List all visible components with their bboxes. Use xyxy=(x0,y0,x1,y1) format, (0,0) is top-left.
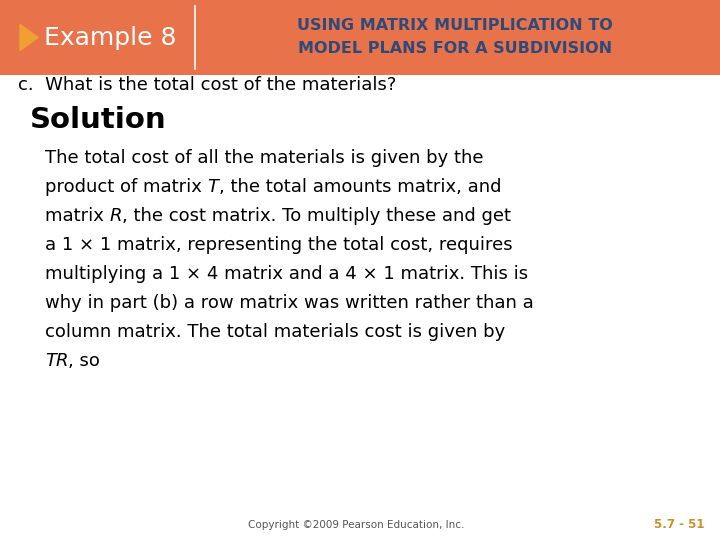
Text: why in part (b) a row matrix was written rather than a: why in part (b) a row matrix was written… xyxy=(45,294,534,312)
Bar xyxy=(0,0,720,75)
Text: , the cost matrix. To multiply these and get: , the cost matrix. To multiply these and… xyxy=(122,207,511,225)
Text: product of matrix: product of matrix xyxy=(45,178,207,196)
Text: Solution: Solution xyxy=(30,106,166,134)
Text: , so: , so xyxy=(68,352,100,370)
Text: 5.7 - 51: 5.7 - 51 xyxy=(654,518,705,531)
Text: USING MATRIX MULTIPLICATION TO: USING MATRIX MULTIPLICATION TO xyxy=(297,18,613,33)
Text: The total cost of all the materials is given by the: The total cost of all the materials is g… xyxy=(45,149,484,167)
Text: MODEL PLANS FOR A SUBDIVISION: MODEL PLANS FOR A SUBDIVISION xyxy=(298,41,612,56)
Text: column matrix. The total materials cost is given by: column matrix. The total materials cost … xyxy=(45,323,505,341)
Text: T: T xyxy=(207,178,219,196)
Text: TR: TR xyxy=(45,352,68,370)
Text: , the total amounts matrix, and: , the total amounts matrix, and xyxy=(219,178,501,196)
Text: c.  What is the total cost of the materials?: c. What is the total cost of the materia… xyxy=(18,76,397,94)
Text: a 1 × 1 matrix, representing the total cost, requires: a 1 × 1 matrix, representing the total c… xyxy=(45,236,513,254)
Text: multiplying a 1 × 4 matrix and a 4 × 1 matrix. This is: multiplying a 1 × 4 matrix and a 4 × 1 m… xyxy=(45,265,528,283)
Text: Copyright ©2009 Pearson Education, Inc.: Copyright ©2009 Pearson Education, Inc. xyxy=(248,520,464,530)
Text: Example 8: Example 8 xyxy=(44,25,176,50)
Text: R: R xyxy=(109,207,122,225)
Text: matrix: matrix xyxy=(45,207,109,225)
Polygon shape xyxy=(20,24,38,51)
